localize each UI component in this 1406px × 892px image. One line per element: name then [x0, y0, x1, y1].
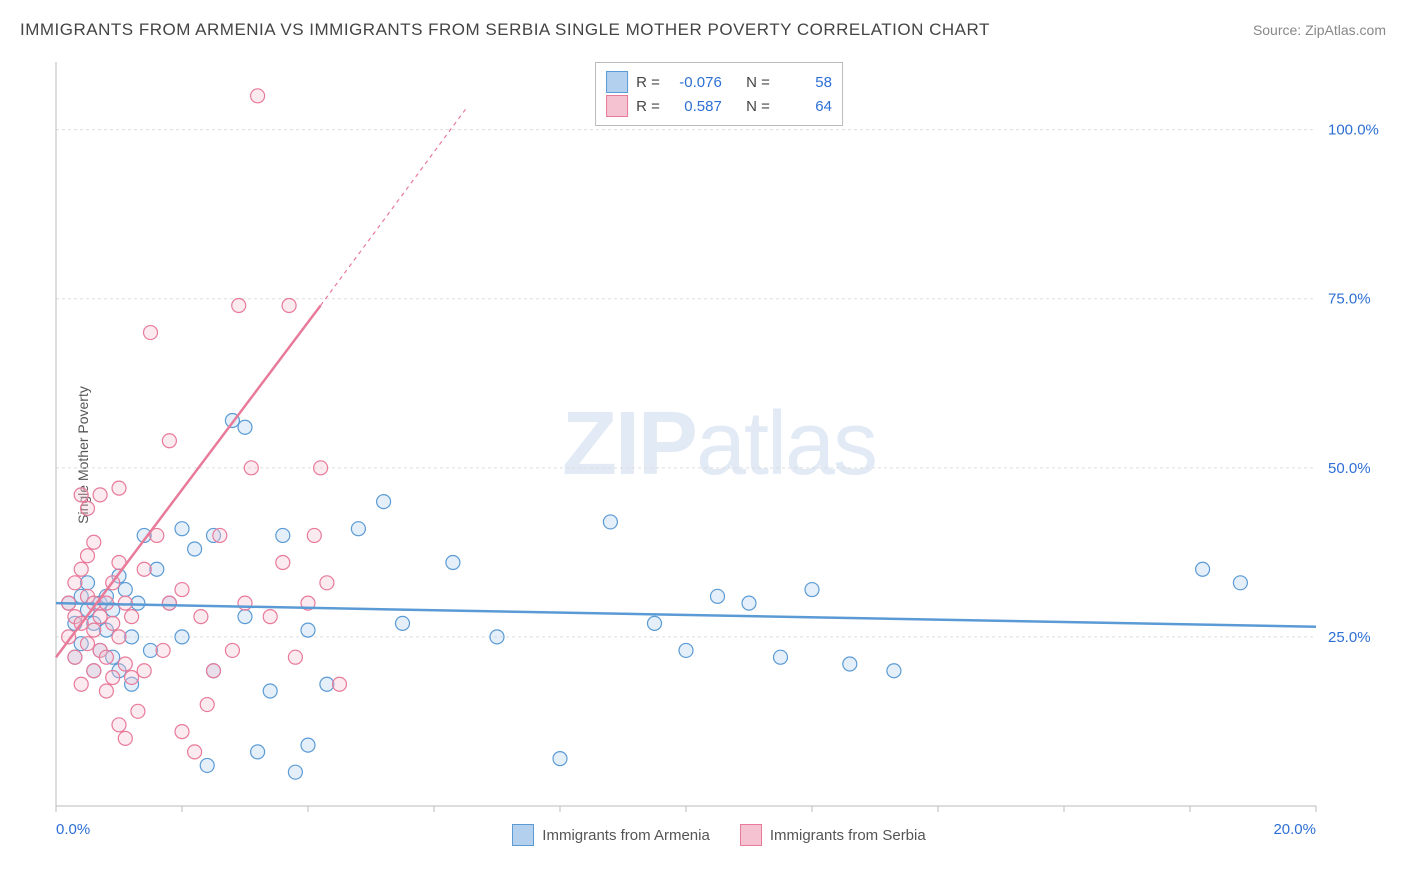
r-label: R = — [636, 74, 660, 91]
n-label: N = — [746, 98, 770, 115]
legend-row: R = -0.076 N = 58 — [606, 71, 832, 93]
legend-swatch — [606, 71, 628, 93]
scatter-chart-svg: 25.0%50.0%75.0%100.0%0.0%20.0% — [52, 58, 1386, 852]
r-value: -0.076 — [668, 74, 722, 91]
series-legend: Immigrants from Armenia Immigrants from … — [52, 824, 1386, 846]
legend-item: Immigrants from Serbia — [740, 824, 926, 846]
legend-swatch — [512, 824, 534, 846]
legend-row: R = 0.587 N = 64 — [606, 95, 832, 117]
correlation-legend: R = -0.076 N = 58 R = 0.587 N = 64 — [595, 62, 843, 126]
chart-title: IMMIGRANTS FROM ARMENIA VS IMMIGRANTS FR… — [20, 20, 990, 40]
n-value: 58 — [778, 74, 832, 91]
legend-label: Immigrants from Armenia — [542, 827, 710, 844]
svg-text:75.0%: 75.0% — [1328, 291, 1371, 308]
svg-text:25.0%: 25.0% — [1328, 629, 1371, 646]
legend-label: Immigrants from Serbia — [770, 827, 926, 844]
source-label: Source: ZipAtlas.com — [1253, 22, 1386, 38]
r-label: R = — [636, 98, 660, 115]
n-label: N = — [746, 74, 770, 91]
r-value: 0.587 — [668, 98, 722, 115]
legend-swatch — [606, 95, 628, 117]
svg-text:100.0%: 100.0% — [1328, 122, 1379, 139]
n-value: 64 — [778, 98, 832, 115]
legend-swatch — [740, 824, 762, 846]
legend-item: Immigrants from Armenia — [512, 824, 710, 846]
svg-text:50.0%: 50.0% — [1328, 460, 1371, 477]
chart-area: Single Mother Poverty ZIPatlas 25.0%50.0… — [52, 58, 1386, 852]
